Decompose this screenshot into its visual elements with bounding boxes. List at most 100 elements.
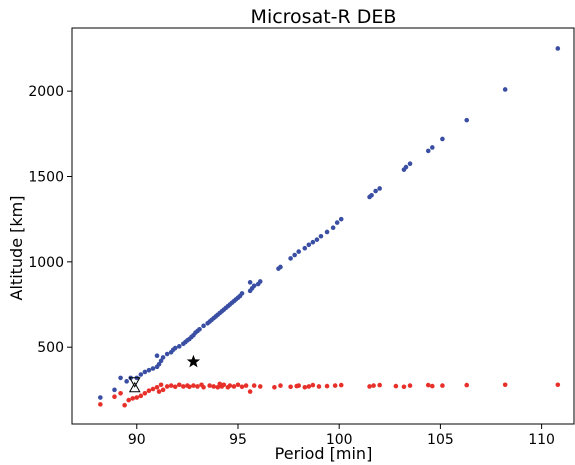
data-point: [134, 395, 140, 400]
data-point: [231, 384, 237, 389]
data-point: [251, 383, 257, 388]
data-point: [440, 136, 445, 142]
data-point: [142, 390, 148, 396]
data-point: [306, 384, 312, 389]
y-tick-label: 2000: [28, 84, 64, 100]
data-point: [160, 355, 166, 360]
data-point: [302, 245, 308, 251]
data-point: [310, 239, 316, 245]
data-point: [221, 382, 227, 388]
data-point: [278, 383, 283, 388]
y-axis-label: Altitude [km]: [7, 196, 26, 301]
x-axis-label: Period [min]: [275, 444, 373, 463]
data-point: [201, 323, 206, 329]
data-point: [247, 389, 253, 394]
data-point: [124, 379, 129, 384]
data-point: [292, 252, 297, 258]
data-point: [272, 385, 277, 390]
data-point: [425, 382, 431, 388]
data-point: [138, 372, 144, 377]
data-point: [207, 383, 212, 388]
data-point: [118, 375, 123, 381]
triangle-down-marker: [128, 377, 141, 388]
data-point: [302, 385, 308, 390]
data-point: [154, 353, 160, 359]
data-point: [227, 383, 233, 388]
data-point: [288, 384, 293, 390]
data-point: [235, 382, 241, 388]
data-point: [403, 164, 409, 170]
data-point: [156, 361, 162, 367]
data-point: [425, 148, 431, 154]
data-point: [257, 279, 263, 284]
data-point: [502, 87, 508, 92]
data-point: [112, 394, 117, 399]
data-point: [464, 117, 470, 123]
axis-ticks: 90 95 100 105 110 500 1000 1500 2000: [28, 84, 555, 448]
data-point: [296, 249, 302, 254]
data-point: [164, 384, 170, 389]
data-point: [251, 283, 257, 289]
data-point: [118, 390, 123, 396]
x-tick-label: 95: [229, 432, 247, 448]
data-point: [239, 291, 245, 296]
data-point: [440, 383, 445, 388]
special-markers: [128, 354, 201, 393]
plot-frame: [71, 27, 575, 425]
data-point: [324, 229, 330, 235]
data-point: [181, 384, 186, 389]
y-tick-label: 500: [37, 340, 64, 356]
data-point: [247, 280, 253, 285]
data-point: [211, 384, 216, 389]
data-point: [243, 383, 249, 388]
star-marker: [186, 354, 201, 368]
data-point: [555, 46, 561, 51]
data-point: [377, 186, 382, 191]
data-point: [176, 382, 182, 388]
data-point: [156, 389, 162, 394]
data-point: [195, 384, 200, 389]
data-point: [146, 388, 152, 394]
data-point: [502, 382, 508, 388]
data-point: [407, 383, 413, 388]
data-point: [464, 382, 470, 388]
data-point: [158, 358, 164, 364]
data-point: [338, 216, 344, 222]
data-point: [407, 161, 413, 166]
data-point: [215, 385, 221, 390]
data-point: [330, 225, 336, 231]
x-tick-label: 100: [326, 432, 353, 448]
data-point: [314, 237, 320, 242]
x-tick-label: 90: [128, 432, 146, 448]
data-point: [430, 145, 435, 150]
data-point: [371, 383, 376, 388]
x-tick-label: 110: [528, 432, 555, 448]
data-point: [176, 344, 182, 349]
data-point: [324, 383, 330, 389]
data-point: [296, 383, 302, 388]
data-point: [172, 345, 178, 351]
chart-title: Microsat-R DEB: [251, 6, 397, 28]
data-point: [278, 264, 283, 270]
data-point: [146, 367, 152, 373]
data-point: [150, 366, 156, 371]
data-point: [377, 382, 382, 388]
data-point: [98, 395, 103, 400]
data-point: [191, 383, 196, 388]
data-point: [142, 369, 148, 375]
data-point: [306, 242, 312, 248]
y-tick-label: 1000: [28, 255, 64, 271]
data-point: [112, 387, 117, 393]
data-point: [98, 402, 103, 407]
data-point: [172, 384, 178, 390]
data-point: [160, 387, 166, 393]
data-point: [334, 220, 340, 225]
x-tick-label: 105: [427, 432, 454, 448]
data-point: [393, 383, 399, 389]
data-point: [164, 351, 170, 357]
data-point: [555, 382, 561, 388]
data-point: [257, 384, 263, 389]
data-point: [401, 384, 407, 390]
data-point: [318, 233, 324, 239]
data-point: [367, 384, 372, 389]
